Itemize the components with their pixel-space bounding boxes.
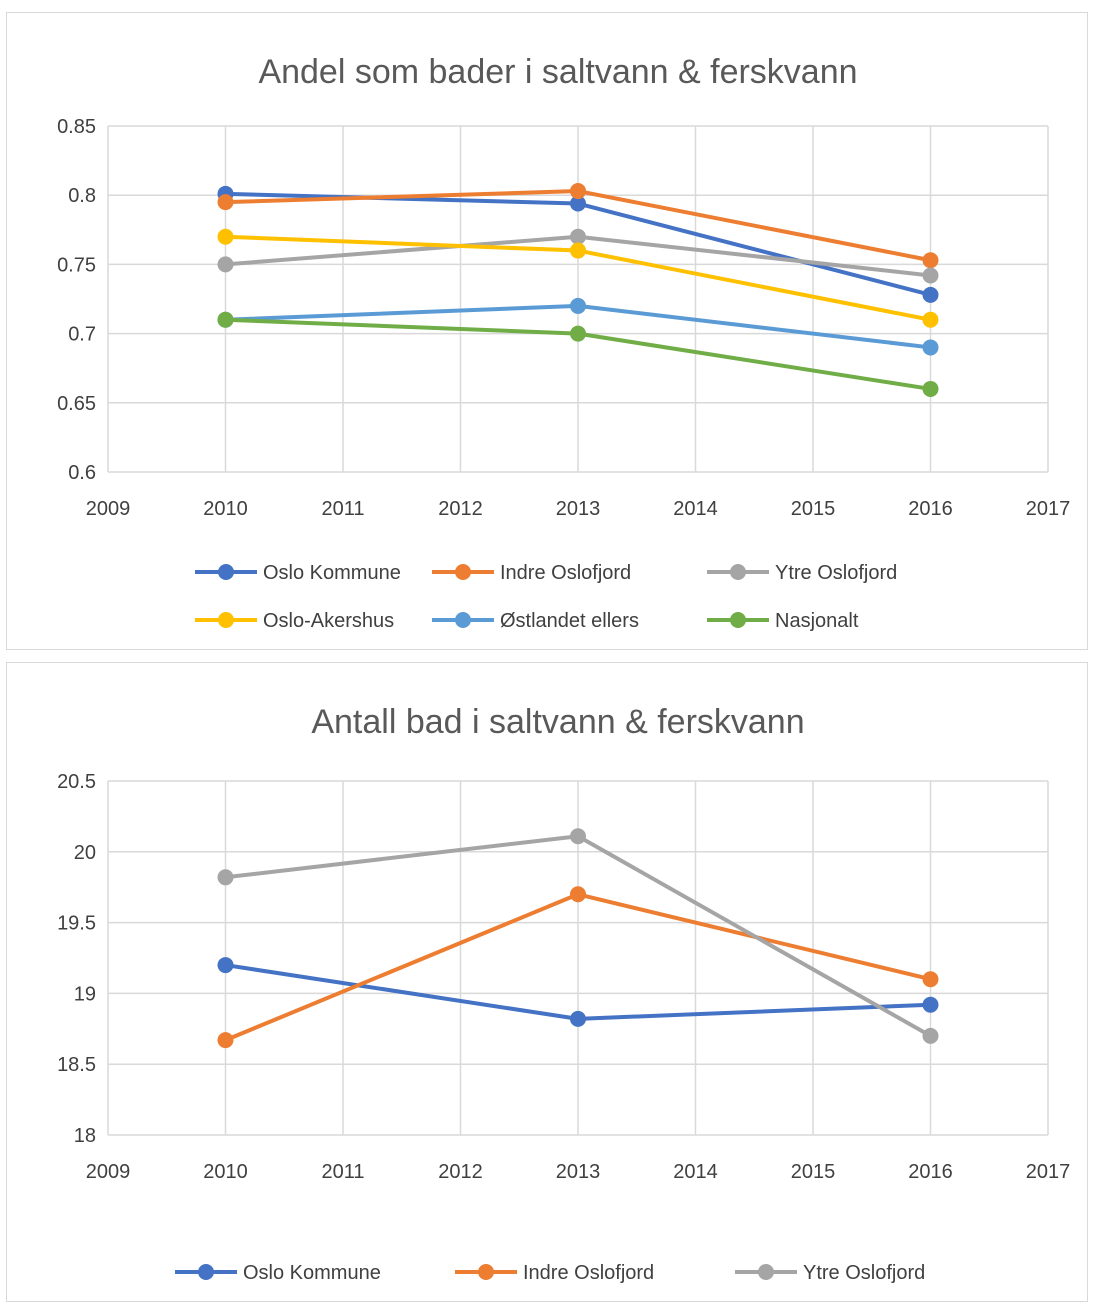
data-point bbox=[217, 1032, 234, 1049]
legend-item: Indre Oslofjord bbox=[432, 562, 631, 584]
chart-panel-2: Antall bad i saltvann & ferskvann 18 18.5 1… bbox=[6, 662, 1088, 1302]
x-tick-label: 2015 bbox=[791, 498, 836, 520]
series-oslo-akershus bbox=[217, 228, 939, 328]
x-tick-label: 2011 bbox=[321, 498, 364, 520]
y-tick-label: 0.65 bbox=[57, 393, 96, 415]
y-tick-label: 0.6 bbox=[68, 462, 96, 484]
legend-marker bbox=[455, 564, 471, 580]
line-chart-2: Antall bad i saltvann & ferskvann 18 18.5 1… bbox=[57, 703, 1071, 1284]
series-indre-oslofjord bbox=[217, 183, 939, 269]
chart-panel-1: Andel som bader i saltvann & ferskvann 0.… bbox=[6, 12, 1088, 650]
legend-label: Ytre Oslofjord bbox=[775, 562, 897, 584]
x-tick-label: 2014 bbox=[673, 498, 718, 520]
x-tick-label: 2016 bbox=[908, 1161, 953, 1183]
data-point bbox=[570, 1010, 586, 1027]
legend-marker bbox=[730, 612, 746, 628]
data-point bbox=[922, 339, 939, 356]
legend-item: Oslo Kommune bbox=[195, 562, 401, 584]
legend: Oslo Kommune Indre Oslofjord Ytre Oslofjor… bbox=[195, 562, 897, 632]
y-tick-label: 18.5 bbox=[57, 1054, 96, 1076]
series-nasjonalt bbox=[217, 311, 939, 397]
data-point bbox=[570, 886, 586, 903]
chart-title: Andel som bader i saltvann & ferskvann bbox=[258, 53, 857, 91]
series-ytre-oslofjord bbox=[217, 228, 939, 284]
line-chart-1: Andel som bader i saltvann & ferskvann 0.… bbox=[57, 53, 1071, 632]
y-tick-label: 20.5 bbox=[57, 771, 96, 793]
legend-marker bbox=[455, 612, 471, 628]
legend-item: Ytre Oslofjord bbox=[735, 1262, 925, 1284]
y-tick-label: 0.7 bbox=[68, 324, 96, 346]
data-point bbox=[922, 286, 939, 303]
legend-label: Oslo Kommune bbox=[263, 562, 401, 584]
data-point bbox=[217, 311, 234, 328]
data-point bbox=[570, 297, 586, 314]
legend-item: Oslo-Akershus bbox=[195, 610, 394, 632]
legend-item: Oslo Kommune bbox=[175, 1262, 381, 1284]
x-tick-label: 2009 bbox=[86, 1161, 131, 1183]
data-point bbox=[570, 228, 586, 245]
legend-marker bbox=[218, 612, 234, 628]
data-point bbox=[570, 195, 586, 212]
legend-label: Nasjonalt bbox=[775, 610, 859, 632]
data-point bbox=[217, 256, 234, 273]
legend-label: Østlandet ellers bbox=[500, 610, 639, 632]
series-indre-oslofjord bbox=[217, 886, 939, 1049]
x-tick-label: 2014 bbox=[673, 1161, 718, 1183]
y-tick-label: 19.5 bbox=[57, 913, 96, 935]
data-point bbox=[922, 252, 939, 269]
x-tick-label: 2009 bbox=[86, 498, 131, 520]
y-tick-label: 0.75 bbox=[57, 254, 96, 276]
series-oslo-kommune bbox=[217, 957, 939, 1027]
x-tick-label: 2012 bbox=[438, 1161, 483, 1183]
legend-item: Ytre Oslofjord bbox=[707, 562, 897, 584]
data-point bbox=[217, 194, 234, 211]
x-tick-label: 2015 bbox=[791, 1161, 836, 1183]
data-point bbox=[570, 325, 586, 342]
data-point bbox=[217, 957, 234, 974]
data-point bbox=[922, 1027, 939, 1044]
legend-marker bbox=[730, 564, 746, 580]
x-tick-label: 2017 bbox=[1026, 498, 1071, 520]
x-tick-label: 2011 bbox=[321, 1161, 364, 1183]
data-point bbox=[570, 828, 586, 845]
x-tick-label: 2013 bbox=[556, 1161, 601, 1183]
legend-label: Indre Oslofjord bbox=[523, 1262, 654, 1284]
data-point bbox=[922, 380, 939, 397]
x-tick-label: 2010 bbox=[203, 1161, 248, 1183]
x-tick-label: 2010 bbox=[203, 498, 248, 520]
x-tick-label: 2012 bbox=[438, 498, 483, 520]
legend-item: Nasjonalt bbox=[707, 610, 859, 632]
legend-item: Østlandet ellers bbox=[432, 610, 639, 632]
data-point bbox=[217, 228, 234, 245]
legend-marker bbox=[478, 1264, 494, 1280]
y-tick-label: 19 bbox=[74, 983, 96, 1005]
legend: Oslo Kommune Indre Oslofjord Ytre Oslofjor… bbox=[175, 1262, 925, 1284]
data-point bbox=[570, 183, 586, 200]
y-tick-label: 18 bbox=[74, 1125, 96, 1147]
legend-marker bbox=[218, 564, 234, 580]
legend-marker bbox=[198, 1264, 214, 1280]
data-point bbox=[217, 869, 234, 886]
y-tick-label: 0.8 bbox=[68, 185, 96, 207]
y-tick-label: 20 bbox=[74, 842, 96, 864]
x-tick-label: 2017 bbox=[1026, 1161, 1071, 1183]
series-ytre-oslofjord bbox=[217, 828, 939, 1044]
data-point bbox=[922, 311, 939, 328]
data-point bbox=[922, 267, 939, 284]
legend-item: Indre Oslofjord bbox=[455, 1262, 654, 1284]
legend-label: Ytre Oslofjord bbox=[803, 1262, 925, 1284]
x-tick-label: 2013 bbox=[556, 498, 601, 520]
legend-label: Oslo Kommune bbox=[243, 1262, 381, 1284]
legend-marker bbox=[758, 1264, 774, 1280]
legend-label: Oslo-Akershus bbox=[263, 610, 394, 632]
data-point bbox=[922, 971, 939, 988]
data-point bbox=[922, 996, 939, 1013]
y-tick-label: 0.85 bbox=[57, 116, 96, 138]
data-point bbox=[570, 242, 586, 259]
x-tick-label: 2016 bbox=[908, 498, 953, 520]
legend-label: Indre Oslofjord bbox=[500, 562, 631, 584]
chart-title: Antall bad i saltvann & ferskvann bbox=[311, 703, 804, 741]
